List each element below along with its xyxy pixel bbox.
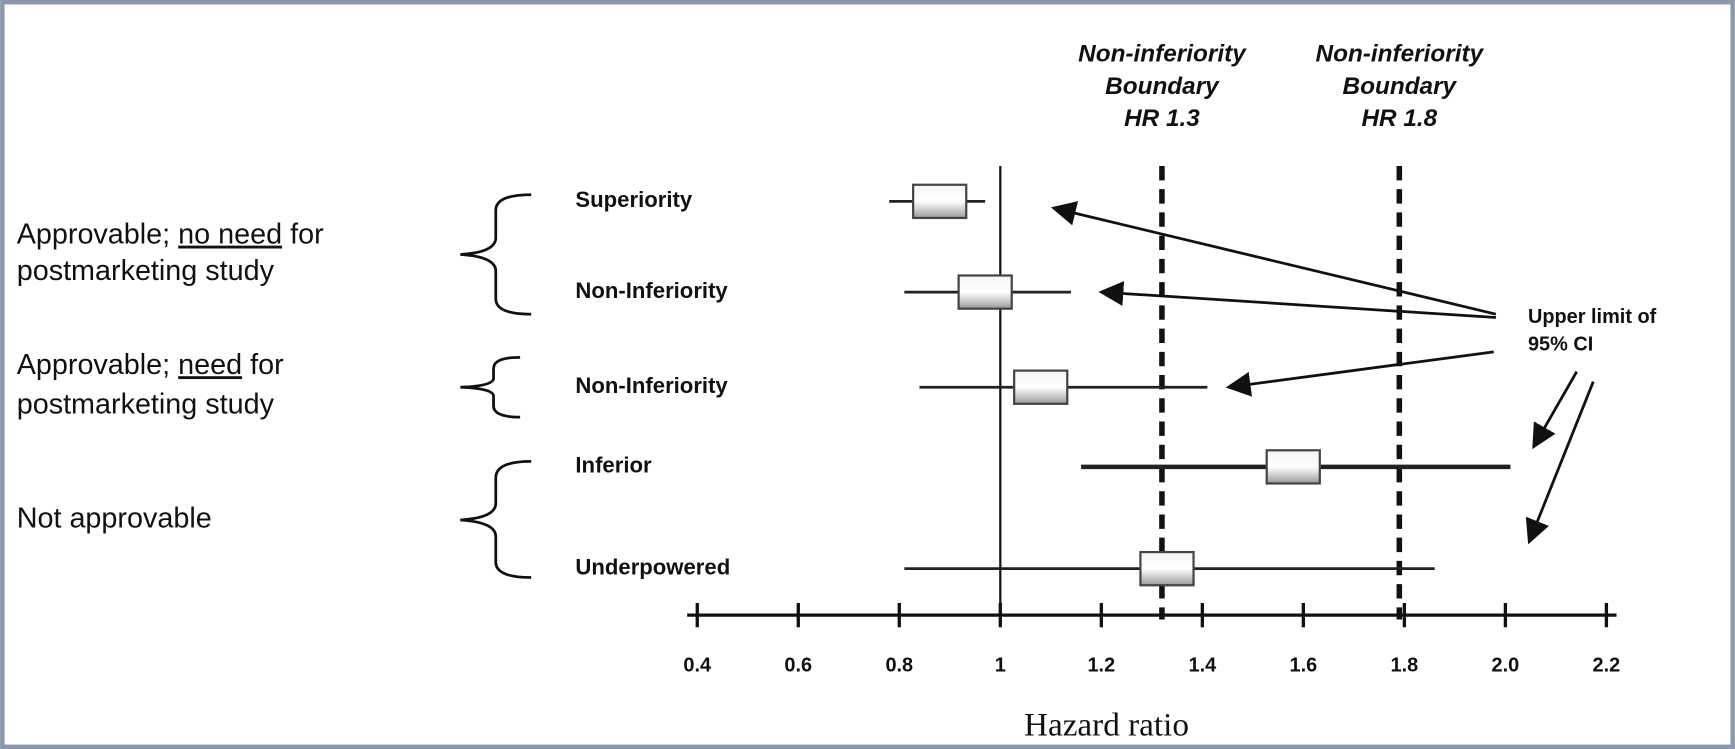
row-label: Non-Inferiority xyxy=(575,278,728,303)
x-axis-title: Hazard ratio xyxy=(1024,707,1189,744)
row-label: Underpowered xyxy=(575,555,730,580)
row-label: Inferior xyxy=(575,453,652,478)
x-tick-label: 0.6 xyxy=(784,654,812,676)
x-tick-label: 1.2 xyxy=(1087,654,1115,676)
x-tick-label: 2.0 xyxy=(1492,654,1520,676)
estimate-box xyxy=(1265,449,1321,485)
estimate-box xyxy=(957,274,1013,310)
group-label: postmarketing study xyxy=(17,389,275,421)
row-label: Non-Inferiority xyxy=(575,373,728,398)
boundary-label: Boundary xyxy=(1105,73,1220,100)
group-label: Approvable; need for xyxy=(17,349,284,381)
group-label-part: Approvable; xyxy=(17,349,170,381)
annotation: Upper limit of xyxy=(1528,306,1657,328)
x-tick-label: 2.2 xyxy=(1593,654,1621,676)
x-tick-label: 0.8 xyxy=(885,654,913,676)
boundary-label: Boundary xyxy=(1343,73,1458,100)
x-tick-label: 1.4 xyxy=(1188,654,1216,676)
boundary-label: HR 1.3 xyxy=(1124,105,1200,132)
group-label: Not approvable xyxy=(17,503,212,535)
x-tick-label: 0.4 xyxy=(683,654,711,676)
braces xyxy=(460,193,532,579)
boundary-label: HR 1.8 xyxy=(1361,105,1437,132)
x-tick-label: 1.8 xyxy=(1391,654,1419,676)
estimate-box xyxy=(912,183,968,220)
estimate-box xyxy=(1013,369,1069,405)
row-label: Superiority xyxy=(575,187,692,212)
arrows xyxy=(1050,201,1595,545)
group-label-part: need xyxy=(178,349,242,381)
group-label-part: no need xyxy=(178,218,282,250)
group-label-part: Approvable; xyxy=(17,218,170,250)
boundary-label: Non-inferiority xyxy=(1078,41,1247,68)
group-label: postmarketing study xyxy=(17,255,275,287)
estimate-box xyxy=(1139,550,1195,587)
x-tick-label: 1 xyxy=(995,654,1006,676)
group-label-part: for xyxy=(250,349,284,381)
annotation: 95% CI xyxy=(1528,333,1593,355)
x-tick-label: 1.6 xyxy=(1290,654,1318,676)
group-label: Approvable; no need for xyxy=(17,218,324,250)
group-label-part: for xyxy=(290,218,324,250)
boundary-label: Non-inferiority xyxy=(1316,41,1485,68)
